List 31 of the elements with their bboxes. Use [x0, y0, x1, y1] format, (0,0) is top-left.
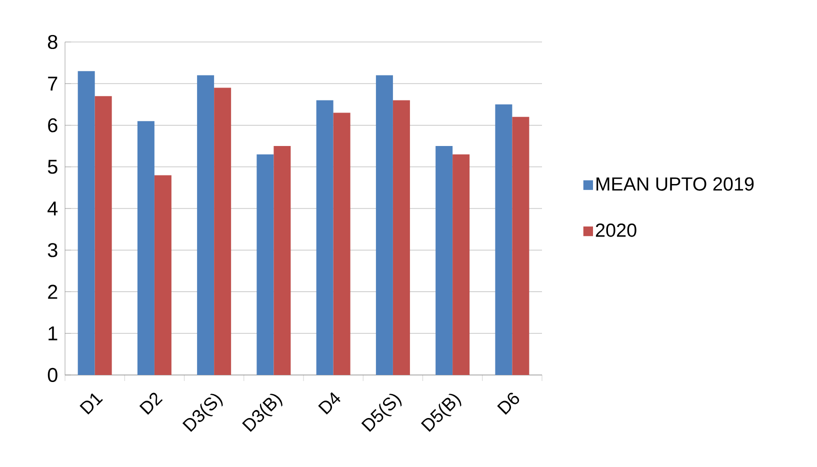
y-tick-label: 0	[48, 368, 58, 382]
y-tick-label: 4	[48, 202, 58, 216]
bar	[495, 104, 512, 375]
bar	[256, 154, 274, 375]
bar	[137, 121, 154, 375]
bar	[154, 175, 172, 375]
y-tick-label: 1	[48, 326, 58, 340]
bar	[512, 116, 530, 375]
y-tick-label: 8	[48, 34, 58, 50]
bar	[214, 88, 232, 375]
y-tick-label: 2	[48, 284, 58, 299]
y-tick-label: 5	[48, 160, 58, 174]
y-tick-label: 6	[48, 118, 58, 132]
bar	[316, 100, 334, 375]
legend-label: 2020	[596, 223, 636, 237]
y-tick-label: 3	[48, 243, 58, 258]
x-tick-label: D1	[80, 393, 103, 415]
bar	[392, 100, 410, 375]
bar	[94, 96, 112, 375]
bar	[333, 112, 350, 375]
x-tick-label: D6	[497, 392, 520, 415]
bar	[376, 75, 393, 375]
x-tick-label: D2	[139, 392, 163, 415]
x-tick-label: D4	[318, 392, 340, 415]
bar	[452, 154, 470, 375]
bar	[436, 146, 453, 375]
legend-label: MEAN UPTO 2019	[596, 177, 754, 191]
bar	[274, 146, 291, 375]
bar	[78, 71, 95, 375]
bar	[197, 75, 214, 375]
y-tick-label: 7	[48, 76, 58, 90]
